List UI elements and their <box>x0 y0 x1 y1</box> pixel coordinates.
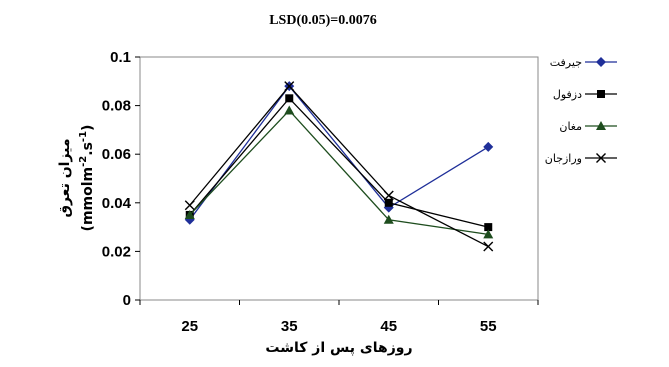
legend-entry: جیرفت <box>550 56 617 69</box>
y-tick-label: 0.04 <box>102 195 132 212</box>
y-tick-label: 0 <box>123 292 131 309</box>
x-axis-label: روزهای پس از کاشت <box>265 340 412 356</box>
data-point <box>184 200 195 211</box>
series-layer <box>184 81 494 252</box>
series-3 <box>184 105 494 239</box>
y-tick-label: 0.02 <box>102 243 131 260</box>
data-point <box>285 94 294 103</box>
series-line <box>189 85 489 248</box>
x-axis: 25 35 45 55 <box>139 300 539 335</box>
data-point <box>483 241 494 252</box>
legend-label: جیرفت <box>550 56 582 69</box>
y-tick-label: 0.1 <box>110 49 131 66</box>
legend-entry: مغان <box>559 120 617 133</box>
data-point <box>483 229 494 239</box>
y-tick-label: 0.08 <box>102 98 131 115</box>
x-tick-label: 35 <box>281 318 298 335</box>
x-tick-label: 45 <box>380 318 397 335</box>
legend-marker <box>596 153 606 163</box>
series-line <box>189 85 489 221</box>
y-axis-label-title: میزان تعرق <box>57 138 73 217</box>
legend: جیرفت دزفول مغان ورازجان <box>545 56 617 165</box>
series-line <box>189 97 489 228</box>
data-point <box>284 105 295 115</box>
data-point <box>383 214 394 224</box>
data-point <box>284 81 295 92</box>
data-point <box>384 198 393 207</box>
x-tick-label: 25 <box>181 318 198 335</box>
legend-entry: ورازجان <box>545 152 617 165</box>
y-tick-label: 0.06 <box>102 146 131 163</box>
series-4 <box>184 81 494 252</box>
legend-label: دزفول <box>553 88 582 101</box>
y-axis-label-unit: (mmolm-2.s-1) <box>78 125 96 232</box>
legend-label: مغان <box>559 120 582 133</box>
data-point <box>184 209 195 219</box>
data-point <box>483 141 494 152</box>
y-axis: 0 0.02 0.04 0.06 0.08 0.1 <box>102 49 140 309</box>
data-point <box>383 190 394 201</box>
legend-marker <box>597 90 605 98</box>
x-tick-label: 55 <box>480 318 497 335</box>
chart-title: LSD(0.05)=0.0076 <box>269 13 377 28</box>
legend-entry: دزفول <box>553 88 617 101</box>
series-line <box>189 109 489 236</box>
legend-marker <box>596 121 606 130</box>
data-point <box>484 223 493 232</box>
plot-area <box>139 56 539 301</box>
series-1 <box>184 81 494 225</box>
y-axis-label: میزان تعرق (mmolm-2.s-1) <box>57 125 96 232</box>
legend-marker <box>596 57 606 67</box>
legend-label: ورازجان <box>545 152 582 165</box>
